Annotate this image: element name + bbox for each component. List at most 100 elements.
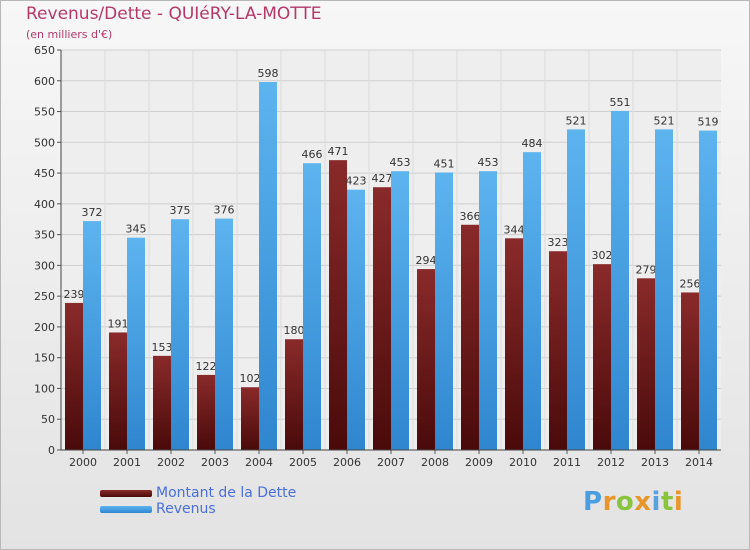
data-label-dette: 294 [416, 254, 437, 267]
data-label-dette: 256 [680, 277, 701, 290]
data-label-dette: 471 [328, 145, 349, 158]
x-tick-label: 2010 [509, 456, 537, 469]
data-label-revenus: 372 [82, 206, 103, 219]
bar-dette [681, 292, 699, 450]
x-tick-label: 2005 [289, 456, 317, 469]
data-label-revenus: 345 [126, 223, 147, 236]
data-label-dette: 239 [64, 288, 85, 301]
y-tick-label: 550 [34, 106, 55, 119]
y-tick-label: 0 [48, 444, 55, 457]
bar-revenus [699, 130, 717, 450]
data-label-revenus: 423 [346, 175, 367, 188]
logo-letter: o [615, 487, 635, 517]
data-label-dette: 122 [196, 360, 217, 373]
bar-dette [549, 251, 567, 450]
chart-title: Revenus/Dette - QUIéRY-LA-MOTTE [26, 4, 322, 24]
data-label-revenus: 521 [566, 114, 587, 127]
data-label-dette: 427 [372, 172, 393, 185]
bar-revenus [215, 218, 233, 450]
x-tick-label: 2000 [69, 456, 97, 469]
y-tick-label: 400 [34, 198, 55, 211]
legend-label-dette: Montant de la Dette [156, 485, 297, 501]
bar-revenus [127, 237, 145, 450]
bar-dette [637, 278, 655, 450]
y-tick-label: 500 [34, 136, 55, 149]
logo-letter: r [602, 487, 616, 517]
logo-letter: P [583, 487, 603, 517]
x-tick-label: 2006 [333, 456, 361, 469]
proxiti-logo: Proxiti [583, 487, 683, 517]
x-tick-label: 2008 [421, 456, 449, 469]
x-tick-label: 2002 [157, 456, 185, 469]
bar-revenus [391, 171, 409, 450]
y-tick-label: 150 [34, 352, 55, 365]
data-label-dette: 191 [108, 317, 129, 330]
data-label-revenus: 551 [610, 96, 631, 109]
data-label-dette: 302 [592, 249, 613, 262]
chart-subtitle: (en milliers d'€) [26, 28, 113, 41]
y-tick-label: 250 [34, 290, 55, 303]
logo-letter: t [660, 487, 674, 517]
y-tick-label: 650 [34, 44, 55, 57]
bar-dette [197, 374, 215, 450]
logo-letter: i [651, 487, 661, 517]
bar-revenus [303, 163, 321, 450]
bar-revenus [567, 129, 585, 450]
bar-revenus [655, 129, 673, 450]
y-tick-label: 50 [41, 413, 55, 426]
bar-dette [461, 224, 479, 450]
data-label-revenus: 484 [522, 137, 543, 150]
x-tick-label: 2013 [641, 456, 669, 469]
data-label-revenus: 519 [698, 116, 719, 129]
x-tick-label: 2012 [597, 456, 625, 469]
data-label-revenus: 466 [302, 148, 323, 161]
data-label-revenus: 453 [478, 156, 499, 169]
data-label-dette: 180 [284, 324, 305, 337]
data-label-dette: 153 [152, 341, 173, 354]
bar-dette [417, 269, 435, 450]
bar-dette [65, 302, 83, 450]
bar-revenus [479, 171, 497, 450]
data-label-revenus: 521 [654, 114, 675, 127]
bar-revenus [171, 219, 189, 450]
data-label-dette: 366 [460, 210, 481, 223]
bar-dette [505, 238, 523, 450]
y-tick-label: 450 [34, 167, 55, 180]
data-label-revenus: 451 [434, 157, 455, 170]
y-tick-label: 100 [34, 382, 55, 395]
x-tick-label: 2011 [553, 456, 581, 469]
data-label-revenus: 376 [214, 204, 235, 217]
bar-revenus [347, 189, 365, 450]
x-tick-label: 2004 [245, 456, 273, 469]
data-label-dette: 102 [240, 372, 261, 385]
y-tick-label: 300 [34, 259, 55, 272]
legend-label-revenus: Revenus [156, 501, 216, 517]
x-tick-label: 2009 [465, 456, 493, 469]
bar-revenus [259, 82, 277, 450]
data-label-dette: 344 [504, 223, 525, 236]
bar-dette [153, 355, 171, 450]
legend-swatch-revenus [100, 506, 152, 513]
bar-revenus [523, 152, 541, 450]
bar-dette [241, 387, 259, 450]
x-tick-label: 2001 [113, 456, 141, 469]
bar-revenus [83, 221, 101, 450]
x-tick-label: 2007 [377, 456, 405, 469]
bar-revenus [611, 110, 629, 450]
data-label-revenus: 453 [390, 156, 411, 169]
bar-dette [285, 339, 303, 450]
y-tick-label: 600 [34, 75, 55, 88]
bar-dette [373, 187, 391, 450]
data-label-dette: 279 [636, 263, 657, 276]
x-tick-label: 2014 [685, 456, 713, 469]
data-label-revenus: 598 [258, 67, 279, 80]
data-label-dette: 323 [548, 236, 569, 249]
y-tick-label: 200 [34, 321, 55, 334]
legend-swatch-dette [100, 490, 152, 497]
logo-letter: x [634, 487, 652, 517]
bar-revenus [435, 172, 453, 450]
data-label-revenus: 375 [170, 204, 191, 217]
bar-dette [109, 332, 127, 450]
logo-letter: i [673, 487, 684, 517]
